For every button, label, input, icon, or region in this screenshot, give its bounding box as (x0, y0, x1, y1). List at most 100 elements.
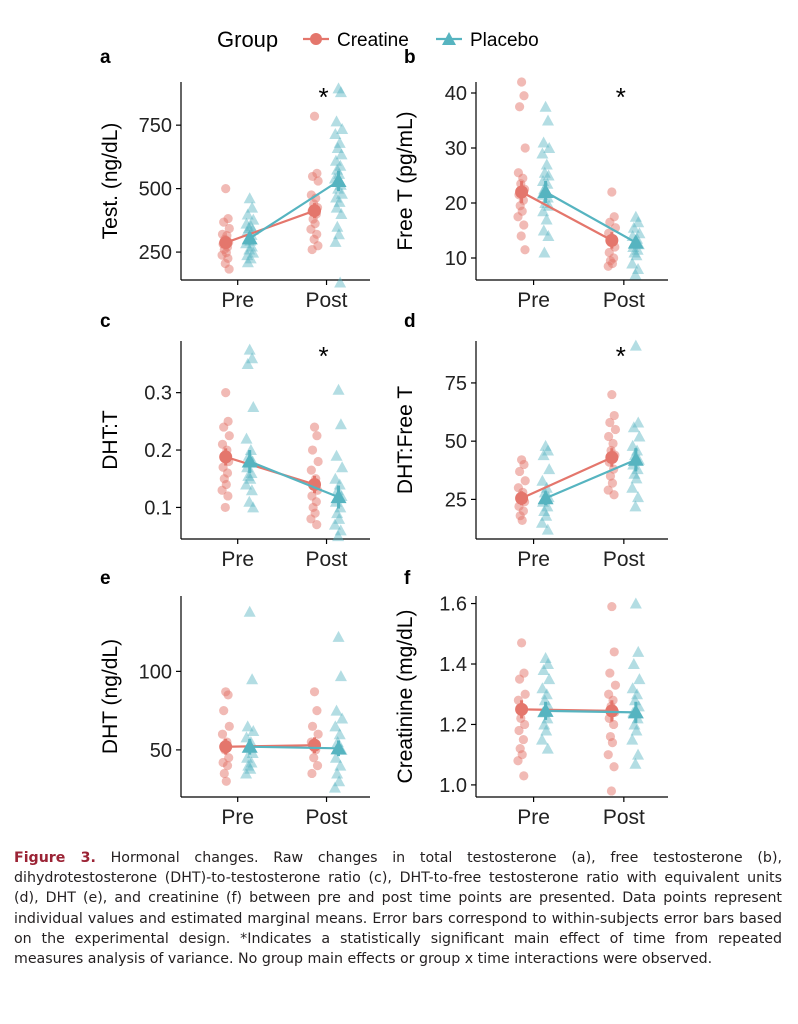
creatine-point (219, 422, 229, 432)
creatine-point (518, 734, 529, 745)
placebo-point (629, 339, 642, 351)
placebo-point (628, 467, 641, 479)
placebo-point (244, 220, 257, 232)
creatine-point (610, 424, 621, 435)
creatine-mean (219, 236, 233, 250)
creatine-point (607, 737, 618, 748)
y-tick-label: 100 (139, 661, 172, 683)
placebo-point (536, 147, 549, 159)
y-axis-label: Test. (ng/dL) (99, 123, 122, 240)
placebo-mean-line (545, 709, 636, 714)
figure-panels: Group Creatine Placebo a 250 500 750 Pre Post Tes… (99, 27, 668, 829)
placebo-point (330, 449, 343, 461)
placebo-point (542, 658, 554, 670)
placebo-point (240, 478, 253, 490)
placebo-point (334, 759, 347, 771)
creatine-point (307, 244, 317, 255)
placebo-point (538, 166, 551, 178)
creatine-point (515, 102, 525, 112)
legend-label: Creatine (337, 30, 409, 51)
creatine-point (224, 721, 234, 731)
placebo-point (539, 439, 552, 451)
placebo-point (245, 756, 258, 768)
creatine-mean (515, 491, 529, 505)
creatine-point (605, 417, 615, 428)
placebo-point (537, 224, 550, 236)
placebo-point (330, 704, 343, 716)
placebo-point (243, 243, 256, 255)
creatine-point (513, 756, 523, 766)
creatine-mean-line (521, 456, 613, 500)
placebo-point (329, 128, 342, 140)
creatine-point (220, 502, 230, 513)
placebo-point (247, 213, 260, 225)
creatine-point (517, 638, 527, 648)
placebo-point (627, 658, 640, 670)
placebo-point (334, 670, 347, 682)
placebo-point (242, 759, 255, 771)
creatine-point (309, 687, 320, 697)
panel-b: b 10 20 30 40 Pre Post Free T (pg/mL) * (394, 47, 668, 312)
placebo-point (630, 472, 643, 484)
placebo-point (536, 516, 548, 528)
creatine-point (313, 729, 323, 739)
x-tick-label: Pre (221, 289, 254, 312)
x-tick-label: Pre (221, 548, 254, 571)
placebo-point (332, 82, 345, 94)
placebo-point (542, 230, 555, 241)
creatine-point (519, 91, 529, 101)
placebo-point (629, 694, 642, 706)
placebo-point (245, 467, 258, 478)
creatine-point (607, 187, 617, 197)
creatine-point (312, 760, 323, 771)
placebo-mean (627, 704, 644, 719)
placebo-point (331, 507, 344, 519)
panel-letter: c (100, 311, 111, 332)
placebo-point (335, 148, 348, 160)
x-tick-label: Pre (517, 289, 550, 312)
y-tick-label: 20 (445, 193, 467, 215)
creatine-point (224, 431, 234, 441)
placebo-point (241, 751, 254, 763)
placebo-point (335, 187, 348, 199)
creatine-mean (515, 702, 529, 716)
placebo-mean-line (249, 745, 339, 750)
placebo-point (329, 235, 342, 247)
creatine-point (313, 456, 323, 467)
placebo-point (629, 757, 642, 769)
placebo-point (246, 673, 259, 685)
placebo-point (627, 221, 640, 233)
caption-label: Figure 3. (14, 850, 96, 866)
creatine-point (603, 750, 613, 760)
creatine-point (514, 725, 524, 736)
creatine-point (520, 245, 530, 255)
placebo-point (543, 142, 556, 153)
placebo-point (240, 217, 253, 229)
placebo-mean (241, 453, 258, 468)
creatine-mean (605, 450, 619, 464)
placebo-point (329, 720, 342, 732)
placebo-point (537, 136, 550, 148)
placebo-point (334, 524, 347, 536)
placebo-point (244, 444, 257, 456)
creatine-point (309, 422, 320, 432)
y-tick-label: 1.2 (439, 714, 467, 736)
placebo-point (243, 343, 256, 355)
creatine-point (309, 111, 320, 121)
placebo-mean (627, 451, 644, 466)
placebo-point (333, 728, 346, 740)
creatine-point (312, 520, 322, 530)
placebo-point (330, 191, 343, 203)
placebo-point (334, 276, 347, 288)
panel-letter: d (404, 311, 416, 332)
placebo-point (626, 733, 639, 745)
placebo-point (540, 213, 553, 225)
placebo-point (328, 518, 341, 530)
y-tick-label: 0.3 (144, 383, 172, 405)
creatine-mean (219, 450, 233, 464)
panel-f: f 1.0 1.2 1.4 1.6 Pre Post Creatinine (mg/dL) (394, 568, 668, 829)
placebo-point (633, 673, 646, 685)
panel-letter: a (100, 47, 111, 68)
creatine-point (517, 515, 527, 525)
creatine-point (219, 706, 229, 716)
